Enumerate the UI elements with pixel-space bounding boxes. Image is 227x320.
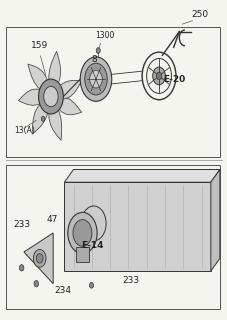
Polygon shape [24,233,53,284]
Text: 234: 234 [54,285,71,295]
Circle shape [41,116,45,121]
Circle shape [34,281,38,287]
Text: 8: 8 [91,55,97,64]
Polygon shape [28,64,51,97]
Circle shape [152,67,165,85]
Text: 159: 159 [31,41,48,50]
Circle shape [81,206,106,241]
Polygon shape [64,182,210,271]
Polygon shape [49,97,61,140]
Circle shape [36,253,43,263]
Text: 47: 47 [46,215,58,224]
Circle shape [89,70,102,88]
Text: 233: 233 [121,276,138,285]
Polygon shape [18,89,51,105]
Circle shape [67,212,97,253]
Polygon shape [51,80,81,99]
Circle shape [80,57,111,101]
Polygon shape [32,97,51,134]
Circle shape [19,265,24,271]
Text: E-14: E-14 [81,241,103,250]
Text: 250: 250 [191,10,208,19]
Circle shape [38,79,63,114]
Circle shape [89,283,93,288]
Text: E-20: E-20 [163,75,185,84]
Polygon shape [75,247,89,261]
Polygon shape [49,51,60,97]
Text: 1300: 1300 [94,31,114,40]
Polygon shape [210,170,219,271]
Circle shape [84,63,107,95]
Circle shape [73,220,91,246]
Circle shape [156,72,161,80]
Circle shape [96,48,100,53]
Text: 233: 233 [14,220,31,228]
Circle shape [44,86,58,107]
Circle shape [33,250,46,267]
Text: 13(A): 13(A) [14,126,35,135]
Polygon shape [64,170,219,182]
Polygon shape [51,96,81,115]
